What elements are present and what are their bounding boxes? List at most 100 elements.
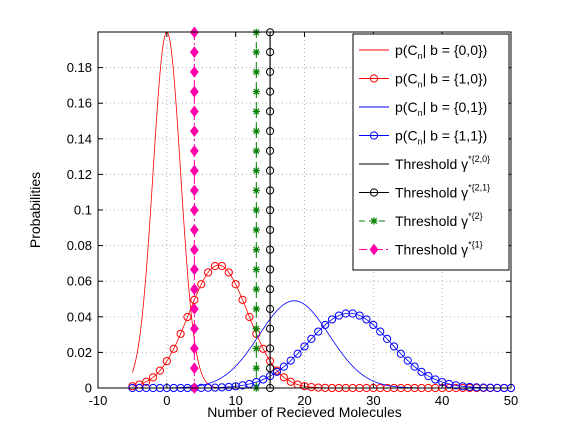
y-tick-label: 0.18: [67, 60, 92, 75]
legend-label: p(Cn| b = {0,1}): [395, 99, 487, 118]
threshold-point: [189, 263, 199, 276]
threshold-point: [189, 105, 199, 118]
threshold-point: [252, 344, 260, 353]
series-point: [293, 349, 302, 358]
legend-label: Threshold γ*{2,1}: [395, 183, 490, 201]
y-axis-label: Probabilities: [27, 172, 43, 248]
y-tick-label: 0.1: [74, 203, 92, 218]
threshold-point: [189, 66, 199, 78]
series-point: [169, 344, 178, 353]
series-point: [389, 342, 399, 351]
threshold-point: [189, 85, 199, 98]
threshold-point: [189, 164, 199, 177]
series-point: [286, 377, 295, 386]
legend-marker: [370, 217, 378, 225]
threshold-point: [265, 245, 275, 254]
threshold-point: [189, 204, 199, 217]
threshold-point: [265, 87, 275, 96]
series-point: [362, 315, 371, 324]
series-point: [314, 327, 323, 336]
x-tick-label: 40: [435, 393, 449, 408]
series-point: [355, 311, 364, 320]
threshold-point: [252, 285, 260, 293]
series-point: [197, 280, 206, 289]
legend-marker: [369, 131, 379, 140]
series-point: [259, 375, 268, 384]
y-tick-label: 0.08: [67, 238, 92, 253]
threshold-point: [252, 68, 260, 76]
y-tick-label: 0.04: [67, 309, 92, 324]
threshold-point: [189, 303, 199, 315]
series-point: [204, 268, 213, 277]
threshold-point: [265, 107, 275, 116]
threshold-point: [265, 206, 275, 215]
x-axis-label: Number of Recieved Molecules: [207, 404, 402, 420]
series-point: [162, 357, 171, 366]
legend-entry-2: p(Cn| b = {1,0}): [359, 71, 487, 90]
threshold-point: [265, 344, 275, 353]
series-point: [245, 312, 254, 322]
series-point: [307, 334, 316, 343]
x-tick-label: 10: [228, 393, 242, 408]
threshold-point: [252, 246, 260, 254]
threshold-point: [189, 46, 199, 58]
threshold-point: [189, 224, 199, 236]
threshold-point: [265, 304, 275, 314]
legend-label: Threshold γ*{2,0}: [395, 154, 490, 172]
series-point: [279, 373, 288, 382]
series-point: [327, 315, 337, 324]
legend-entry-4: p(Cn| b = {1,1}): [359, 128, 487, 147]
threshold-point: [265, 364, 275, 373]
series-point: [217, 261, 226, 271]
x-tick-label: 50: [504, 393, 518, 408]
threshold-point: [265, 67, 275, 76]
x-tick-label: -10: [89, 393, 108, 408]
threshold-point: [252, 107, 260, 115]
x-tick-label: 0: [163, 393, 170, 408]
series-point: [410, 362, 419, 371]
threshold-point: [252, 325, 260, 333]
series-point: [431, 375, 440, 384]
threshold-point: [265, 225, 275, 235]
series-point: [272, 367, 282, 376]
legend-entry-3: p(Cn| b = {0,1}): [359, 99, 487, 118]
threshold-point: [189, 243, 199, 256]
series-point: [383, 334, 392, 343]
y-tick-label: 0.14: [67, 131, 92, 146]
series-point: [155, 366, 165, 375]
series-point: [403, 356, 412, 365]
legend-label: p(Cn| b = {1,1}): [395, 128, 487, 147]
threshold-point: [252, 226, 260, 234]
threshold-point: [265, 285, 275, 294]
legend-label: Threshold γ*{2}: [395, 211, 483, 229]
legend-entry-7: Threshold γ*{2}: [359, 211, 483, 229]
threshold-point: [265, 265, 275, 274]
y-tick-label: 0.02: [67, 345, 92, 360]
x-tick-label: 20: [297, 393, 311, 408]
series-point: [176, 329, 185, 338]
threshold-4: [189, 26, 199, 394]
threshold-point: [189, 283, 199, 296]
threshold-point: [265, 166, 275, 175]
legend-box: [352, 33, 510, 271]
series-point: [396, 349, 405, 358]
threshold-point: [252, 167, 260, 175]
legend-entry-8: Threshold γ*{1}: [359, 240, 483, 258]
series-point: [286, 356, 295, 365]
threshold-point: [265, 146, 275, 156]
threshold-point: [189, 145, 199, 157]
legend-entry-5: Threshold γ*{2,0}: [359, 154, 490, 172]
y-tick-label: 0.12: [67, 167, 92, 182]
series-point: [300, 342, 309, 351]
threshold-point: [252, 265, 260, 274]
series-point: [142, 377, 151, 386]
threshold-point: [252, 88, 260, 96]
series-point: [369, 320, 378, 330]
threshold-point: [189, 362, 199, 375]
y-tick-label: 0: [85, 381, 92, 396]
legend-label: p(Cn| b = {0,0}): [395, 42, 487, 61]
legend-entry-6: Threshold γ*{2,1}: [359, 183, 490, 201]
series-point: [148, 373, 158, 382]
threshold-point: [189, 322, 199, 335]
series-point: [424, 371, 433, 381]
